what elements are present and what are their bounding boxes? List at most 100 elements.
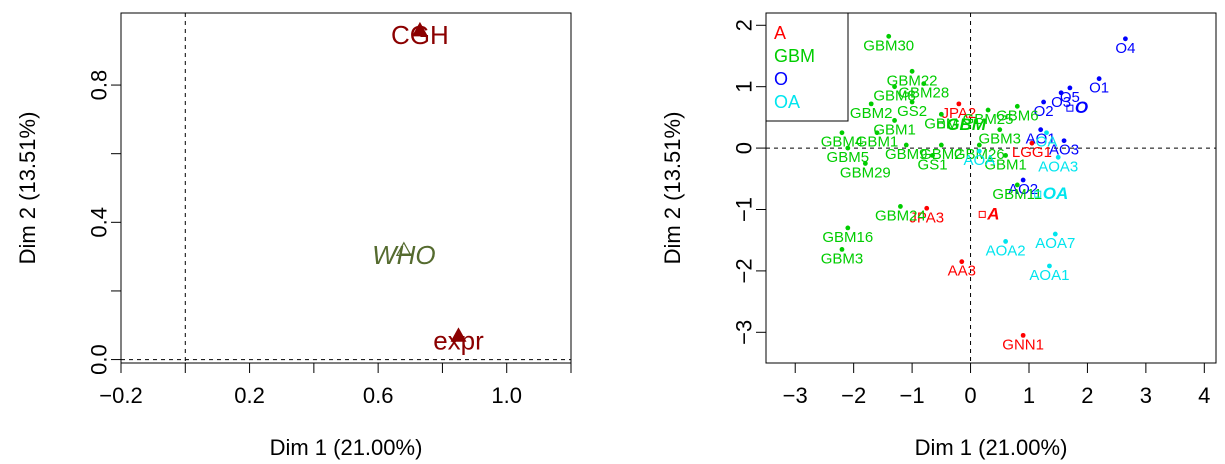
point-marker (892, 118, 897, 123)
point-label: GBM9 (885, 146, 928, 163)
point-marker (976, 148, 982, 154)
point-gbm26: GBM26 (954, 142, 1005, 163)
point-label: GBM30 (863, 37, 914, 54)
x-tick-label: −1 (900, 383, 925, 408)
point-marker (1061, 138, 1067, 144)
legend-entry-gbm: GBM (774, 46, 815, 66)
point-label: GBM25 (963, 111, 1014, 128)
point-label: GBM26 (954, 146, 1005, 163)
point-label: GBM29 (840, 164, 891, 181)
point-marker (938, 142, 944, 148)
y-tick-label: 0.8 (87, 70, 112, 101)
point-label: O3 (1051, 94, 1071, 111)
point-gbm1: GBM1 (984, 153, 1027, 173)
point-gs1: GS1 (918, 153, 948, 173)
centroid-marker (937, 121, 945, 129)
point-o: O (1066, 98, 1088, 117)
point-marker (976, 142, 982, 148)
point-label: GBM (924, 115, 958, 132)
y-tick-label: −1 (732, 197, 757, 222)
triangle-marker (395, 241, 412, 256)
point-aoa1: AOA1 (1029, 263, 1069, 284)
point-gs2: GS2 (897, 99, 927, 120)
point-gbm: GBM (937, 115, 987, 134)
point-aoa3: AOA3 (1038, 154, 1078, 175)
plot-frame (765, 12, 1217, 364)
point-label: AOA1 (1029, 267, 1069, 284)
point-marker (924, 205, 930, 211)
point-label: GBM (946, 115, 987, 134)
point-label: AA3 (948, 263, 976, 280)
point-marker (985, 107, 991, 113)
point-marker (839, 130, 845, 136)
point-label: OA (1036, 134, 1058, 151)
point-gbm8: GBM8 (873, 84, 916, 105)
point-who: WHO (372, 240, 436, 270)
y-tick-label: 2 (732, 19, 757, 31)
point-gbm28: GBM28 (898, 81, 949, 102)
point-gbm1: GBM1 (856, 130, 899, 151)
point-aoa: AOA (963, 148, 995, 169)
x-tick-label: −3 (783, 383, 808, 408)
point-marker (868, 101, 874, 107)
point-marker (1029, 140, 1035, 146)
point-o3: O3 (1051, 90, 1071, 111)
point-label: GBM3 (979, 131, 1022, 148)
point-label: GS1 (918, 156, 948, 173)
point-label: GBM6 (996, 107, 1039, 124)
point-gbm2: GBM2 (850, 101, 892, 122)
point-label: O (1075, 98, 1088, 117)
point-o1: O1 (1089, 76, 1109, 97)
point-gbm29: GBM29 (840, 161, 891, 181)
y-tick-label: −2 (732, 258, 757, 283)
point-marker (1123, 36, 1128, 42)
point-gbm9: GBM9 (885, 142, 928, 163)
point-o4: O4 (1115, 36, 1135, 57)
point-label: GBM5 (827, 149, 870, 166)
point-oa: OA (1036, 130, 1058, 151)
point-marker (1055, 154, 1061, 160)
panel-variables-plot: −0.2 0.2 0.6 1.0 0.0 0.4 0.8 Dim 1 (21.00%) Dim … (15, 12, 572, 460)
point-label: O5 (1060, 89, 1080, 106)
x-axis-title: Dim 1 (21.00%) (915, 435, 1068, 460)
x-tick-label: 0.6 (363, 383, 394, 408)
y-tick-label: 0 (732, 142, 757, 154)
point-marker (921, 81, 927, 87)
y-tick-label: 1 (732, 81, 757, 93)
point-marker (1041, 99, 1046, 105)
point-marker (1020, 177, 1026, 183)
point-label: expr (433, 326, 484, 356)
x-tick-label: 1 (1023, 383, 1035, 408)
point-label: LGG1 (1012, 144, 1052, 161)
point-label: GBM8 (873, 88, 916, 105)
point-label: AOA3 (1038, 158, 1078, 175)
legend-entry-o: O (774, 69, 788, 89)
point-ao3: AO3 (1049, 138, 1079, 159)
point-label: GBM16 (822, 229, 873, 246)
point-label: WHO (372, 240, 436, 270)
point-marker (1096, 76, 1102, 82)
point-marker (1052, 231, 1058, 237)
point-label: O1 (1089, 80, 1109, 97)
point-aoa2: AOA2 (986, 239, 1026, 259)
y-tick-label: 0.0 (87, 344, 112, 375)
point-gbm6: GBM6 (996, 103, 1039, 124)
point-marker (1003, 239, 1009, 244)
point-expr: expr (433, 326, 484, 356)
point-gbm4: GBM4 (821, 130, 863, 151)
point-marker (845, 225, 851, 231)
point-marker (845, 145, 851, 151)
point-marker (1020, 332, 1026, 338)
triangle-marker (450, 327, 467, 342)
point-gbm1: GBM1 (873, 118, 916, 138)
point-gbm: GBM (924, 111, 958, 132)
point-jpa2: JPA2 (941, 101, 976, 122)
point-label: AOA2 (986, 242, 1026, 259)
point-cgh: CGH (391, 20, 449, 50)
x-tick-label: 0 (964, 383, 976, 408)
point-marker (1003, 153, 1009, 158)
point-o2: O2 (1034, 99, 1054, 120)
point-marker (1038, 127, 1044, 133)
point-label: GBM1 (856, 134, 899, 151)
